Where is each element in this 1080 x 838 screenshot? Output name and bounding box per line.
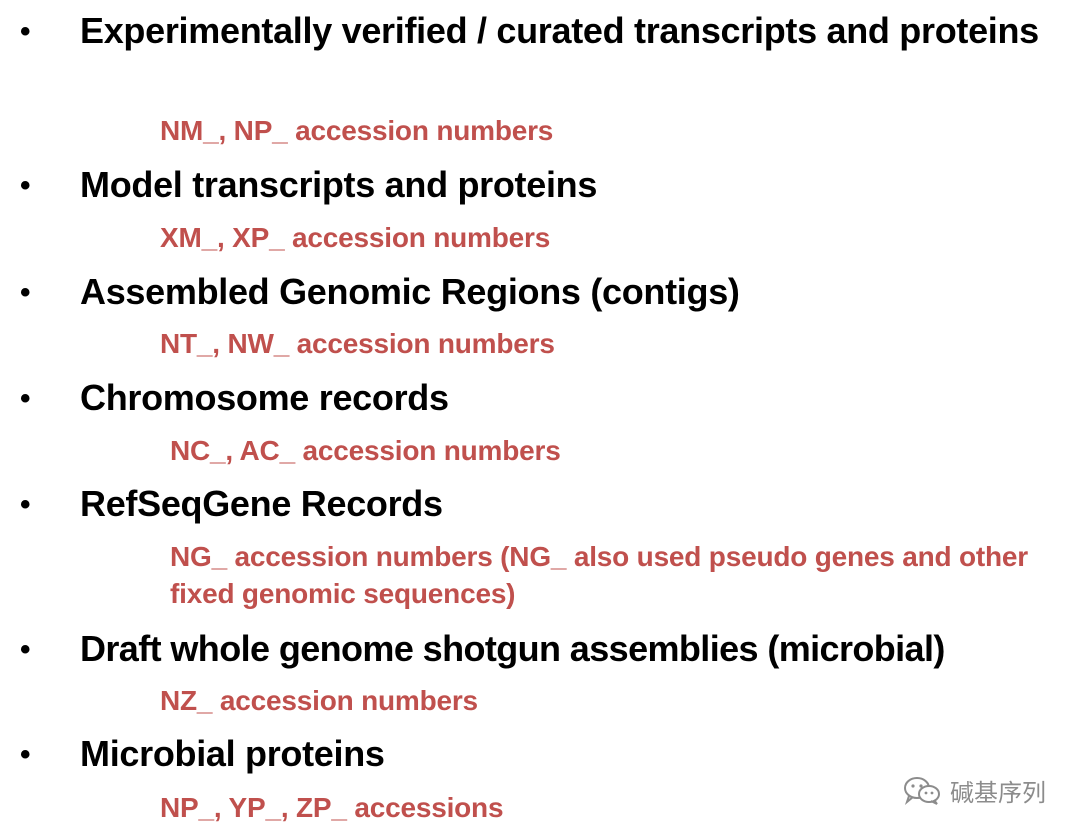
bullet-dot: • — [20, 169, 31, 202]
watermark: 碱基序列 — [902, 773, 1046, 808]
accession-note: NP_, YP_, ZP_ accessions — [160, 792, 504, 823]
bullet-title: Assembled Genomic Regions (contigs) — [80, 271, 740, 312]
bullet-dot: • — [20, 276, 31, 309]
watermark-text: 碱基序列 — [950, 779, 1046, 807]
bullet-dot: • — [20, 382, 31, 415]
accession-note: NT_, NW_ accession numbers — [160, 328, 555, 359]
bullet-dot: • — [20, 488, 31, 521]
bullet-title: Model transcripts and proteins — [80, 164, 598, 205]
bullet-dot: • — [20, 738, 31, 771]
bullet-title: Draft whole genome shotgun assemblies (m… — [80, 628, 945, 669]
bullet-title: RefSeqGene Records — [80, 483, 443, 524]
bullet-dot: • — [20, 15, 31, 48]
accession-note: NZ_ accession numbers — [160, 685, 478, 716]
accession-note: XM_, XP_ accession numbers — [160, 222, 551, 253]
bullet-title: Microbial proteins — [80, 733, 385, 774]
accession-note: NM_, NP_ accession numbers — [160, 115, 554, 146]
accession-note: NC_, AC_ accession numbers — [170, 435, 561, 466]
bullet-dot: • — [20, 633, 31, 666]
bullet-title: Experimentally verified / curated transc… — [80, 10, 1039, 51]
wechat-icon — [902, 776, 942, 806]
bullet-title: Chromosome records — [80, 377, 449, 418]
accession-note: NG_ accession numbers (NG_ also used pse… — [170, 541, 1028, 609]
